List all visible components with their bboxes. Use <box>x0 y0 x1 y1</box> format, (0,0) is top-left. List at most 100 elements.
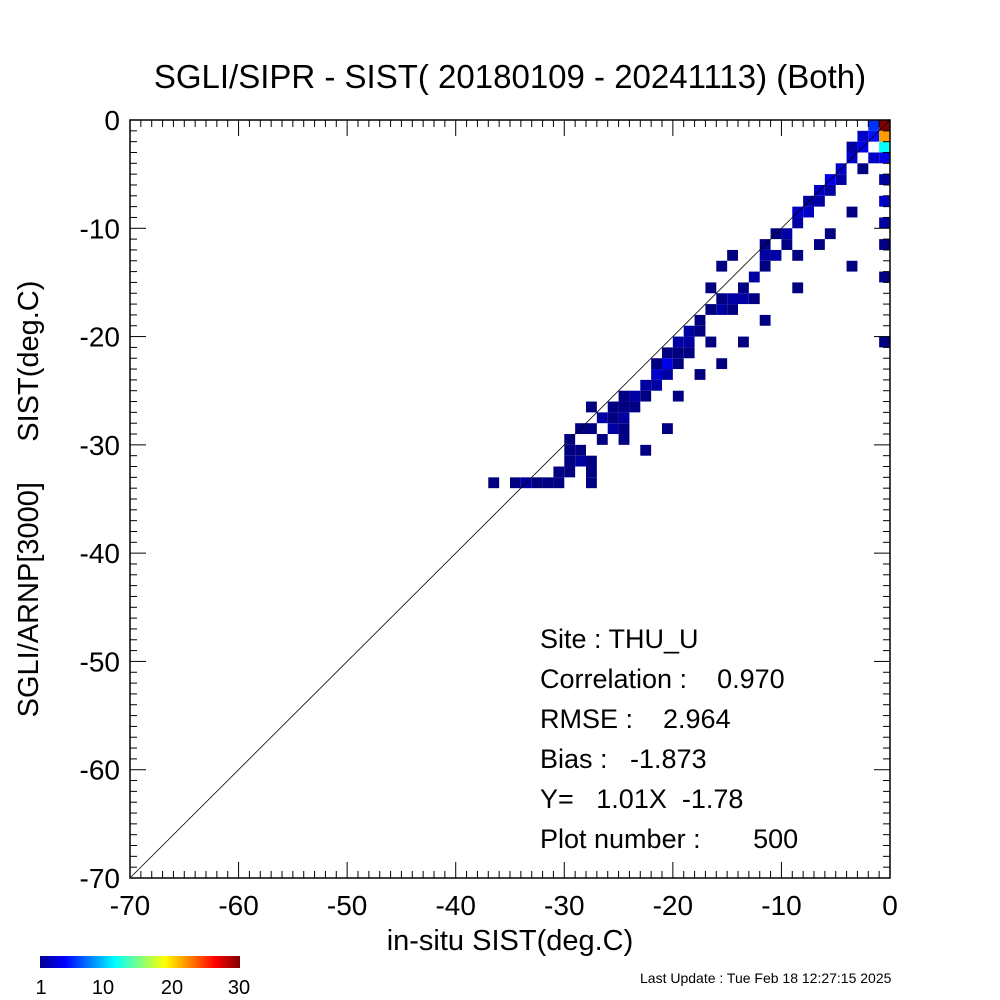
density-cell <box>586 477 597 489</box>
y-tick-labels: -70 -60 -50 -40 -30 -20 -10 0 <box>80 105 120 894</box>
density-cell <box>586 401 597 413</box>
density-cell <box>607 423 619 435</box>
density-cell <box>694 325 706 337</box>
colorbar-label: 1 <box>35 977 46 999</box>
x-tick-label: -40 <box>435 890 475 921</box>
density-cell <box>759 260 771 272</box>
density-cell <box>586 423 597 435</box>
density-cell <box>618 412 630 424</box>
density-cell <box>781 228 793 240</box>
density-cell <box>596 412 608 424</box>
density-cell <box>781 239 793 250</box>
density-cell <box>672 390 684 402</box>
density-cell <box>879 174 890 185</box>
density-cell <box>738 293 749 305</box>
x-tick-label: -10 <box>761 890 801 921</box>
density-cell <box>748 293 760 305</box>
density-cell <box>879 141 890 153</box>
density-cell <box>662 358 673 370</box>
stat-site: Site : THU_U <box>540 624 699 654</box>
density-cell <box>814 195 825 207</box>
chart-title: SGLI/SIPR - SIST( 20180109 - 20241113) (… <box>154 58 866 95</box>
density-cell <box>705 282 717 294</box>
density-cell <box>716 293 728 305</box>
one-to-one-line <box>129 119 891 879</box>
density-cell <box>879 130 890 142</box>
density-cell <box>651 358 662 370</box>
density-cell <box>651 369 662 380</box>
last-update: Last Update : Tue Feb 18 12:27:15 2025 <box>640 970 892 986</box>
density-cell <box>488 477 500 489</box>
density-cell <box>694 369 706 380</box>
stat-plot-number: Plot number : 500 <box>540 824 798 854</box>
density-cell <box>683 347 695 359</box>
density-cell <box>640 444 652 456</box>
density-cell <box>683 325 695 337</box>
density-cell <box>607 412 619 424</box>
density-cell <box>792 282 804 294</box>
x-tick-label: -20 <box>653 890 693 921</box>
density-cell <box>607 401 619 413</box>
density-cell <box>672 347 684 359</box>
y-tick-label: -60 <box>80 755 120 786</box>
density-cell <box>792 217 804 229</box>
x-tick-labels: -70 -60 -50 -40 -30 -20 -10 0 <box>110 890 898 921</box>
density-cell <box>553 477 565 489</box>
density-cell <box>868 152 880 164</box>
density-cell <box>662 423 673 435</box>
density-cell <box>846 206 858 218</box>
stat-bias: Bias : -1.873 <box>540 744 707 774</box>
density-cell <box>879 217 890 229</box>
y-tick-label: -40 <box>80 538 120 569</box>
density-cell <box>792 249 804 261</box>
y-axis-title: SGLI/ARNP[3000] SIST(deg.C) <box>13 281 45 718</box>
axis-ticks <box>129 119 891 879</box>
density-cell <box>553 466 565 478</box>
density-cell <box>835 174 847 185</box>
x-tick-label: -50 <box>327 890 367 921</box>
y-tick-label: -30 <box>80 430 120 461</box>
density-cell <box>727 249 738 261</box>
stats-box: Site : THU_U Correlation : 0.970 RMSE : … <box>540 624 798 854</box>
density-cell <box>824 228 836 240</box>
density-cell <box>738 336 749 348</box>
density-cell <box>879 271 890 283</box>
density-cell <box>629 401 641 413</box>
density-cell <box>531 477 543 489</box>
density-cell <box>564 444 576 456</box>
density-cell <box>868 120 880 131</box>
density-cell <box>705 304 717 315</box>
density-cell <box>770 249 782 261</box>
density-cell <box>857 163 869 175</box>
density-cell <box>748 271 760 283</box>
density-cell <box>879 336 890 348</box>
density-cell <box>662 347 673 359</box>
x-axis-title: in-situ SIST(deg.C) <box>387 925 634 957</box>
density-cells <box>488 120 890 489</box>
density-cell <box>629 390 641 402</box>
x-tick-label: -70 <box>110 890 150 921</box>
colorbar-label: 10 <box>92 977 114 999</box>
density-cell <box>759 249 771 261</box>
density-cell <box>640 379 652 391</box>
density-cell <box>542 477 554 489</box>
density-cell <box>879 152 890 164</box>
colorbar-label: 30 <box>228 977 250 999</box>
density-cell <box>716 304 728 315</box>
colorbar-labels: 1 10 20 30 <box>35 977 250 999</box>
density-cell <box>879 239 890 250</box>
density-cell <box>672 358 684 370</box>
density-cell <box>618 434 630 445</box>
density-cell <box>727 293 738 305</box>
density-cell <box>727 304 738 315</box>
density-cell <box>694 314 706 326</box>
density-cell <box>575 455 586 467</box>
density-cell <box>716 260 728 272</box>
density-cell <box>814 239 825 250</box>
y-tick-label: 0 <box>104 105 120 136</box>
x-tick-label: 0 <box>882 890 898 921</box>
density-cell <box>705 336 717 348</box>
density-cell <box>824 184 836 196</box>
density-cell <box>596 434 608 445</box>
